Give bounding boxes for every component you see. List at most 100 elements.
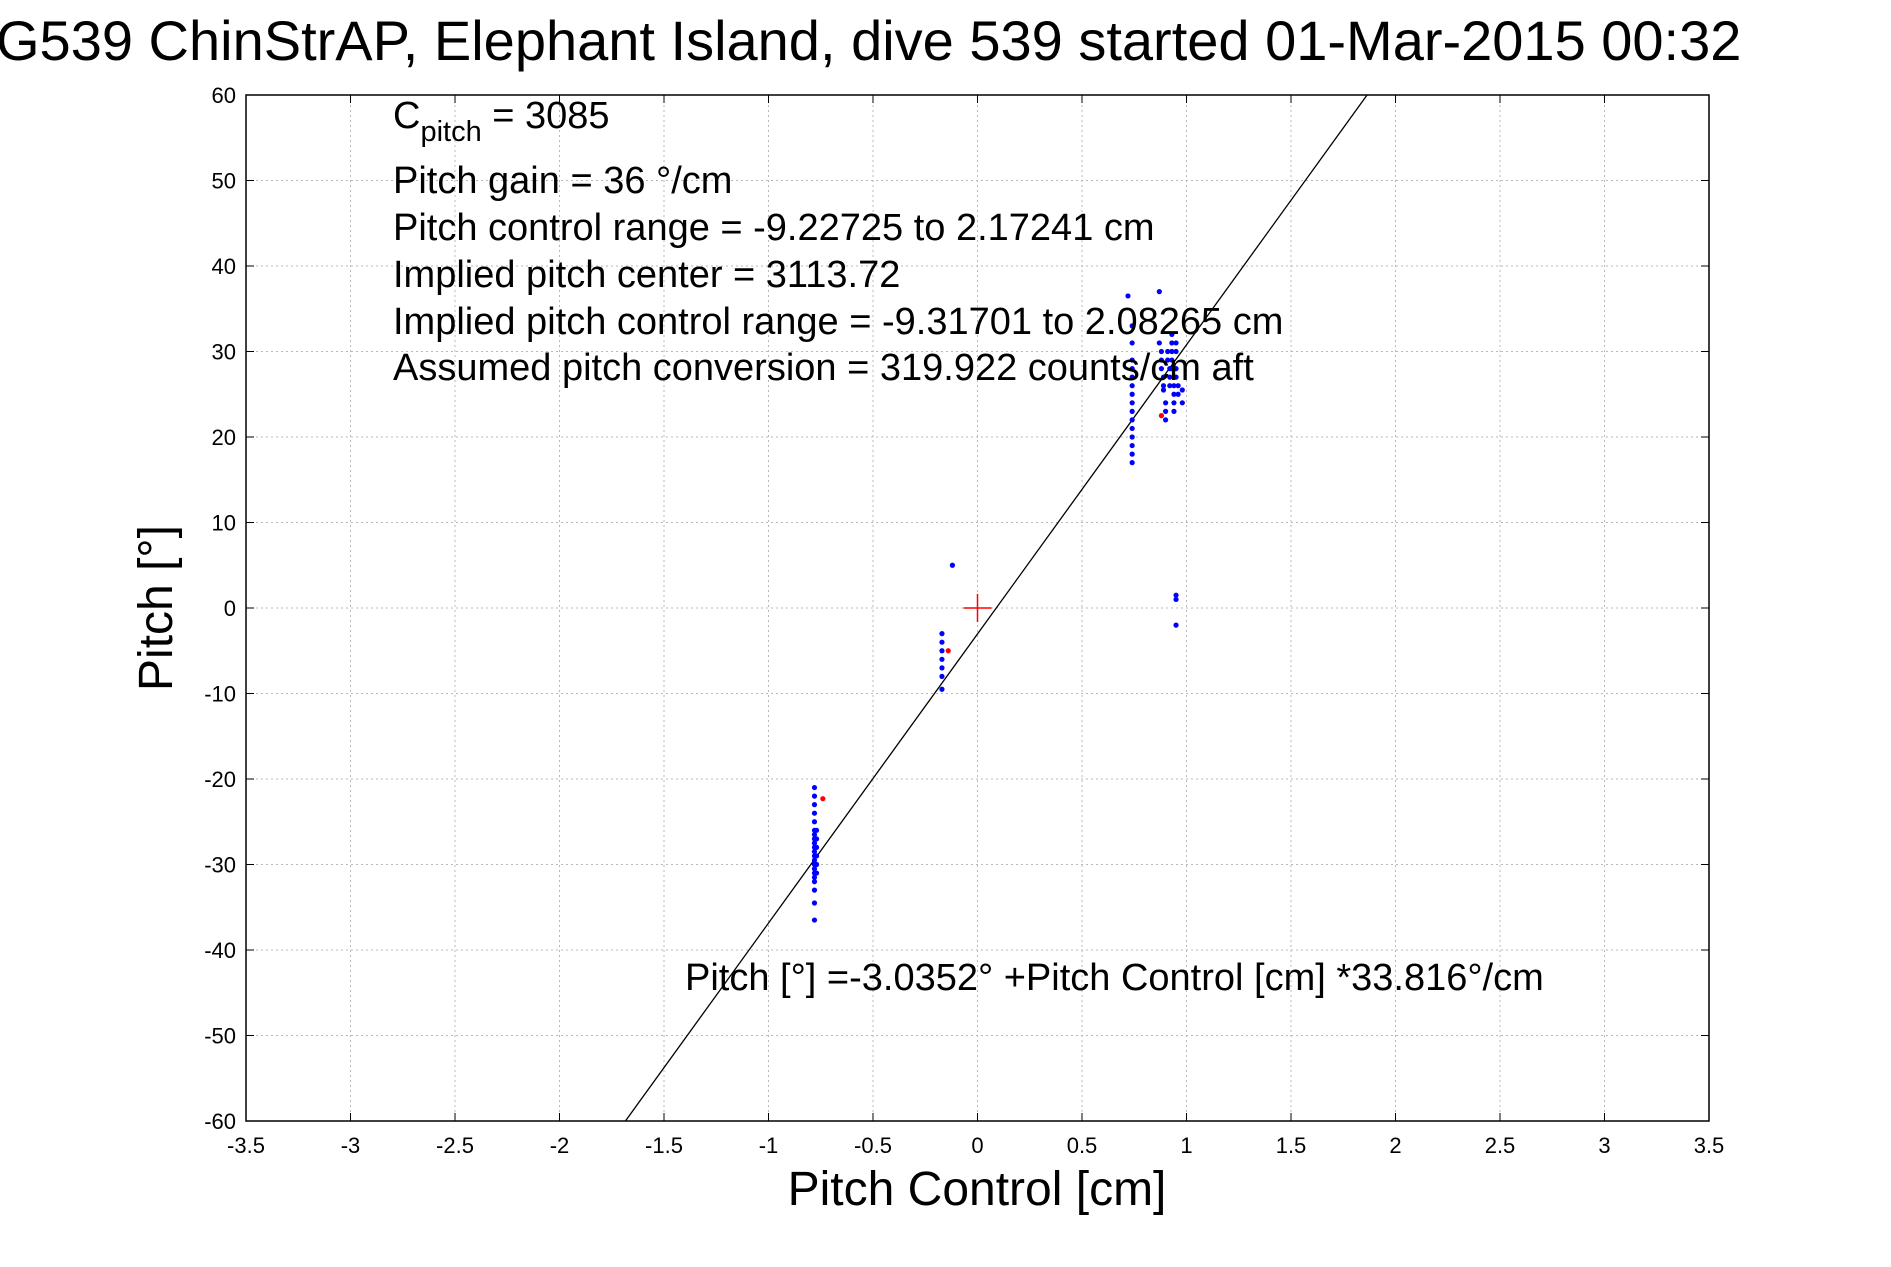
- data-point: [811, 784, 818, 791]
- data-point: [1129, 323, 1135, 329]
- data-point: [1179, 387, 1185, 393]
- data-point: [939, 673, 945, 680]
- data-point: [1171, 383, 1177, 389]
- outlier-point: [945, 648, 951, 654]
- y-tick-label: 20: [212, 425, 236, 450]
- data-point: [1167, 383, 1173, 389]
- x-tick-label: 1: [1180, 1133, 1192, 1158]
- data-point: [1179, 400, 1185, 406]
- x-tick-label: -1.5: [645, 1133, 683, 1158]
- data-point: [1173, 340, 1179, 346]
- data-point: [1158, 366, 1165, 372]
- x-tick-label: -0.5: [854, 1133, 892, 1158]
- data-point: [813, 836, 820, 842]
- x-tick-label: 0.5: [1067, 1133, 1098, 1158]
- data-point: [1158, 348, 1165, 355]
- data-point: [1129, 391, 1135, 397]
- data-point: [939, 631, 945, 637]
- data-point: [811, 900, 818, 906]
- data-point: [1129, 383, 1135, 389]
- data-point: [813, 861, 820, 868]
- data-point: [1169, 348, 1175, 355]
- data-point: [939, 648, 945, 654]
- data-point: [1165, 348, 1171, 355]
- data-point: [1173, 596, 1179, 603]
- data-point: [1173, 366, 1179, 372]
- data-point: [811, 810, 818, 816]
- y-tick-label: 50: [212, 169, 236, 194]
- data-point: [1163, 408, 1169, 414]
- outlier-point: [1158, 413, 1165, 419]
- data-point: [811, 874, 818, 880]
- data-point: [1169, 366, 1175, 372]
- y-tick-label: -40: [204, 938, 236, 963]
- data-point: [1129, 374, 1135, 380]
- data-point: [939, 639, 945, 645]
- data-point: [1163, 400, 1169, 406]
- annotation-block: Cpitch = 3085 Pitch gain = 36 °/cm Pitch…: [393, 95, 1544, 999]
- data-point: [811, 857, 818, 863]
- data-point: [949, 562, 956, 568]
- data-point: [1160, 374, 1167, 380]
- data-point: [813, 853, 820, 859]
- y-axis-label: Pitch [°]: [130, 525, 183, 691]
- data-point: [1158, 357, 1165, 363]
- data-point: [1165, 357, 1171, 363]
- annotation-conversion: Assumed pitch conversion = 319.922 count…: [393, 347, 1254, 389]
- data-point: [1173, 622, 1179, 628]
- annotation-pitch-gain: Pitch gain = 36 °/cm: [393, 160, 732, 202]
- annotation-c-pitch-main: C: [393, 95, 420, 137]
- data-point: [811, 866, 818, 872]
- data-point: [1160, 387, 1167, 393]
- annotation-control-range: Pitch control range = -9.22725 to 2.1724…: [393, 207, 1155, 249]
- data-point: [811, 793, 818, 799]
- grid-layer: [246, 95, 1709, 1121]
- data-point: [939, 665, 945, 671]
- data-point: [813, 827, 820, 833]
- data-point: [1129, 417, 1135, 423]
- annotation-implied-center: Implied pitch center = 3113.72: [393, 254, 900, 296]
- data-point: [1129, 425, 1135, 432]
- data-point: [1129, 357, 1135, 363]
- data-point: [939, 686, 945, 692]
- x-tick-label: -3: [341, 1133, 361, 1158]
- data-point: [811, 849, 818, 855]
- data-point: [1175, 391, 1181, 397]
- y-tick-label: 30: [212, 340, 236, 365]
- chart-title: G539 ChinStrAP, Elephant Island, dive 53…: [0, 9, 1741, 72]
- annotation-implied-range: Implied pitch control range = -9.31701 t…: [393, 301, 1283, 343]
- x-tick-label: 2: [1389, 1133, 1401, 1158]
- x-tick-label: 1.5: [1276, 1133, 1307, 1158]
- x-tick-label: -2: [550, 1133, 570, 1158]
- data-point: [811, 887, 818, 893]
- data-point: [811, 802, 818, 808]
- y-tick-label: 60: [212, 83, 236, 108]
- data-point: [1163, 417, 1169, 423]
- data-point: [811, 879, 818, 885]
- data-point: [1171, 400, 1177, 406]
- data-point: [811, 840, 818, 846]
- data-point: [1129, 442, 1135, 449]
- data-point: [1156, 289, 1162, 295]
- data-point: [811, 831, 818, 838]
- tick-layer: -3.5 -3 -2.5 -2 -1.5 -1 -0.5 0 0.5 1 1.5 2 2.5 3 3.5 60…: [204, 83, 1724, 1158]
- outlier-point: [820, 796, 826, 802]
- annotation-c-pitch-value: = 3085: [482, 95, 610, 137]
- data-point: [1125, 293, 1131, 299]
- data-point: [1160, 383, 1167, 389]
- data-point: [1175, 383, 1181, 389]
- y-tick-label: -30: [204, 853, 236, 878]
- x-tick-label: 3.5: [1694, 1133, 1725, 1158]
- data-point: [1169, 357, 1175, 363]
- data-point: [1169, 340, 1175, 346]
- x-tick-label: -1: [759, 1133, 779, 1158]
- data-point: [813, 870, 820, 876]
- data-point: [939, 656, 945, 662]
- x-tick-label: 0: [971, 1133, 983, 1158]
- fit-line: [624, 94, 1368, 1122]
- x-tick-label: 2.5: [1485, 1133, 1516, 1158]
- data-point: [1169, 331, 1175, 337]
